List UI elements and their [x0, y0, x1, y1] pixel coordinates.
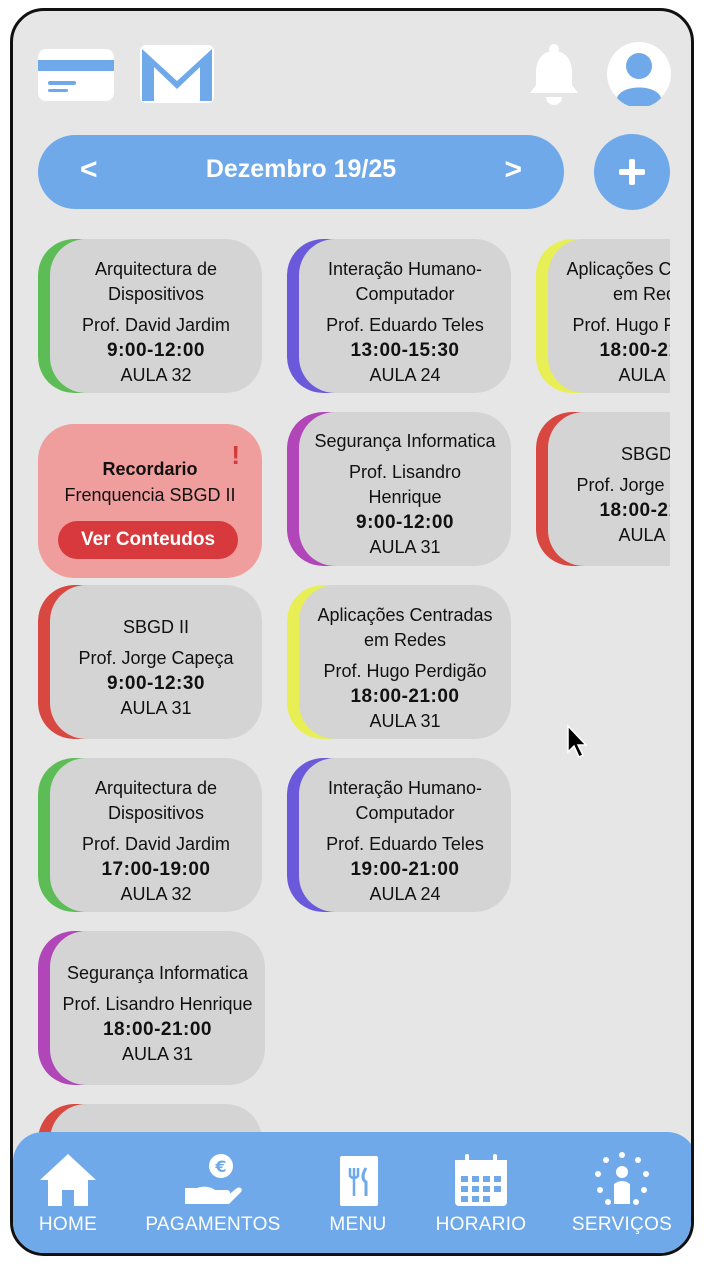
course-name: Segurança Informatica: [314, 431, 496, 451]
tab-label: MENU: [329, 1214, 387, 1235]
course-room: AULA 31: [120, 698, 192, 718]
course-professor: Prof. Hugo Perdigão: [323, 661, 487, 681]
month-label: Dezembro 19/25: [205, 155, 397, 183]
phone-frame: < Dezembro 19/25 > Arquitectura de Dispo…: [10, 8, 694, 1256]
calendar-icon: [455, 1154, 507, 1206]
course-professor: Prof. Jorge Capeça: [576, 475, 670, 495]
course-name: Aplicações Centradas em Redes: [317, 605, 493, 650]
course-card[interactable]: Arquitectura de Dispositivos Prof. David…: [38, 239, 262, 393]
course-card[interactable]: Interação Humano-Computador Prof. Eduard…: [287, 758, 511, 912]
bell-icon[interactable]: [528, 43, 580, 105]
mouse-cursor-icon: [567, 724, 588, 759]
plus-icon: [619, 159, 645, 185]
course-professor: Prof. Eduardo Teles: [326, 315, 484, 335]
alert-icon: !: [231, 440, 240, 470]
course-card[interactable]: Aplicações Centradas em Redes Prof. Hugo…: [287, 585, 511, 739]
mail-icon[interactable]: [140, 45, 214, 103]
course-name: Arquitectura de Dispositivos: [94, 259, 218, 304]
prev-month-button[interactable]: <: [80, 153, 98, 186]
reminder-card: ! Recordario Frenquencia SBGD II Ver Con…: [38, 424, 262, 578]
course-room: AULA 24: [369, 365, 441, 385]
course-room: AULA 31: [369, 537, 441, 557]
services-icon: [595, 1152, 649, 1205]
course-room: AULA 32: [120, 884, 192, 904]
tab-horario[interactable]: HORARIO: [431, 1152, 531, 1236]
course-time: 17:00-19:00: [101, 859, 211, 880]
course-name: Interação Humano-Computador: [327, 778, 483, 823]
next-month-button[interactable]: >: [504, 153, 522, 186]
course-name: Interação Humano-Computador: [327, 259, 483, 304]
course-time: 18:00-21:00: [599, 500, 670, 521]
user-avatar-icon[interactable]: [607, 42, 671, 106]
course-room: AULA 31: [618, 365, 670, 385]
tab-label: SERVIÇOS: [571, 1214, 673, 1235]
reminder-subtitle: Frenquencia SBGD II: [64, 485, 236, 505]
tab-pagamentos[interactable]: € PAGAMENTOS: [143, 1152, 283, 1236]
course-professor: Prof. Jorge Capeça: [78, 648, 234, 668]
course-room: AULA 32: [120, 365, 192, 385]
course-room: AULA 31: [618, 525, 670, 545]
home-icon: [40, 1154, 96, 1206]
course-time: 9:00-12:00: [356, 512, 454, 533]
course-time: 18:00-21:00: [102, 1019, 213, 1040]
course-professor: Prof. David Jardim: [81, 315, 231, 335]
course-time: 18:00-21:00: [350, 686, 460, 707]
add-button[interactable]: [594, 134, 670, 210]
tab-home[interactable]: HOME: [33, 1152, 103, 1236]
course-room: AULA 24: [369, 884, 441, 904]
credit-card-icon[interactable]: [38, 49, 114, 101]
course-card[interactable]: Aplicações Centradas em Redes Prof. Hugo…: [536, 239, 670, 393]
menu-icon: [340, 1156, 378, 1206]
bottom-tab-bar: HOME € PAGAMENTOS MENU: [13, 1132, 691, 1253]
course-name: SBGD II: [122, 617, 189, 637]
course-card[interactable]: SBGD II Prof. Jorge Capeça 18:00-21:00 A…: [536, 412, 670, 566]
course-professor: Prof. Hugo Perdigão: [572, 315, 670, 335]
course-room: AULA 31: [121, 1044, 194, 1064]
course-time: 13:00-15:30: [350, 340, 460, 361]
course-professor: Prof. David Jardim: [81, 834, 231, 854]
tab-label: PAGAMENTOS: [145, 1214, 281, 1235]
course-time: 18:00-21:00: [599, 340, 670, 361]
course-card[interactable]: SBGD II Prof. Jorge Capeça 9:00-12:30 AU…: [38, 585, 262, 739]
course-card[interactable]: Segurança Informatica Prof. Lisandro Hen…: [38, 931, 265, 1085]
tab-menu[interactable]: MENU: [323, 1152, 393, 1236]
course-card[interactable]: Segurança Informatica Prof. Lisandro Hen…: [287, 412, 511, 566]
payment-icon: €: [185, 1154, 242, 1204]
course-name: Segurança Informatica: [66, 963, 249, 983]
course-card[interactable]: Arquitectura de Dispositivos Prof. David…: [38, 758, 262, 912]
course-professor: Prof. Lisandro Henrique: [62, 994, 253, 1014]
tab-label: HORARIO: [435, 1214, 527, 1235]
view-content-button[interactable]: Ver Conteudos: [58, 521, 238, 559]
course-name: Aplicações Centradas em Redes: [566, 259, 670, 304]
month-selector: < Dezembro 19/25 >: [38, 135, 564, 209]
course-room: AULA 31: [369, 711, 441, 731]
course-professor: Prof. Lisandro Henrique: [348, 462, 462, 507]
tab-servicos[interactable]: SERVIÇOS: [569, 1152, 675, 1236]
course-time: 9:00-12:30: [107, 673, 205, 694]
svg-text:€: €: [214, 1157, 226, 1176]
course-name: SBGD II: [620, 444, 670, 464]
course-name: Arquitectura de Dispositivos: [94, 778, 218, 823]
tab-label: HOME: [38, 1214, 98, 1235]
schedule-grid: Arquitectura de Dispositivos Prof. David…: [38, 239, 670, 1139]
course-card[interactable]: Interação Humano-Computador Prof. Eduard…: [287, 239, 511, 393]
course-time: 9:00-12:00: [107, 340, 205, 361]
course-professor: Prof. Eduardo Teles: [326, 834, 484, 854]
reminder-title: Recordario: [102, 459, 198, 479]
course-time: 19:00-21:00: [350, 859, 460, 880]
